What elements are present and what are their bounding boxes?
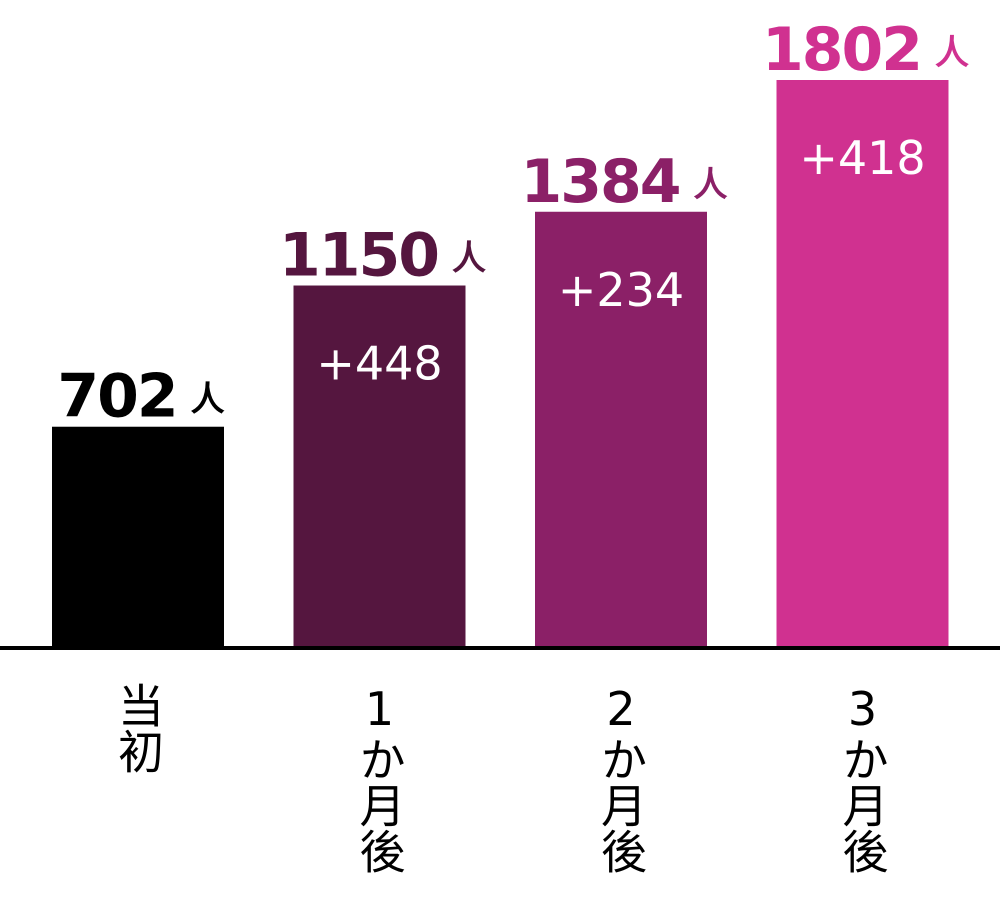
category-label: 当初 [111, 682, 165, 774]
value-number: 1150 [279, 221, 438, 291]
bar [52, 426, 224, 648]
value-unit: 人 [191, 380, 225, 420]
diff-label: +448 [316, 337, 442, 391]
category-label: 1か月後 [352, 682, 407, 874]
diff-label: +418 [799, 131, 925, 185]
value-number: 1384 [521, 147, 680, 217]
value-label: 1384 人 [521, 147, 728, 217]
bar [535, 211, 707, 648]
value-number: 702 [57, 362, 176, 432]
value-label: 1150 人 [279, 221, 486, 291]
value-number: 1802 [762, 15, 921, 85]
value-unit: 人 [694, 165, 728, 205]
value-label: 702 人 [57, 362, 224, 432]
value-label: 1802 人 [762, 15, 969, 85]
bar [776, 80, 949, 648]
value-unit: 人 [452, 239, 486, 279]
category-label: 3か月後 [835, 682, 890, 874]
value-unit: 人 [935, 33, 969, 73]
diff-label: +234 [558, 263, 684, 317]
category-label: 2か月後 [594, 682, 648, 874]
bar [293, 285, 466, 648]
